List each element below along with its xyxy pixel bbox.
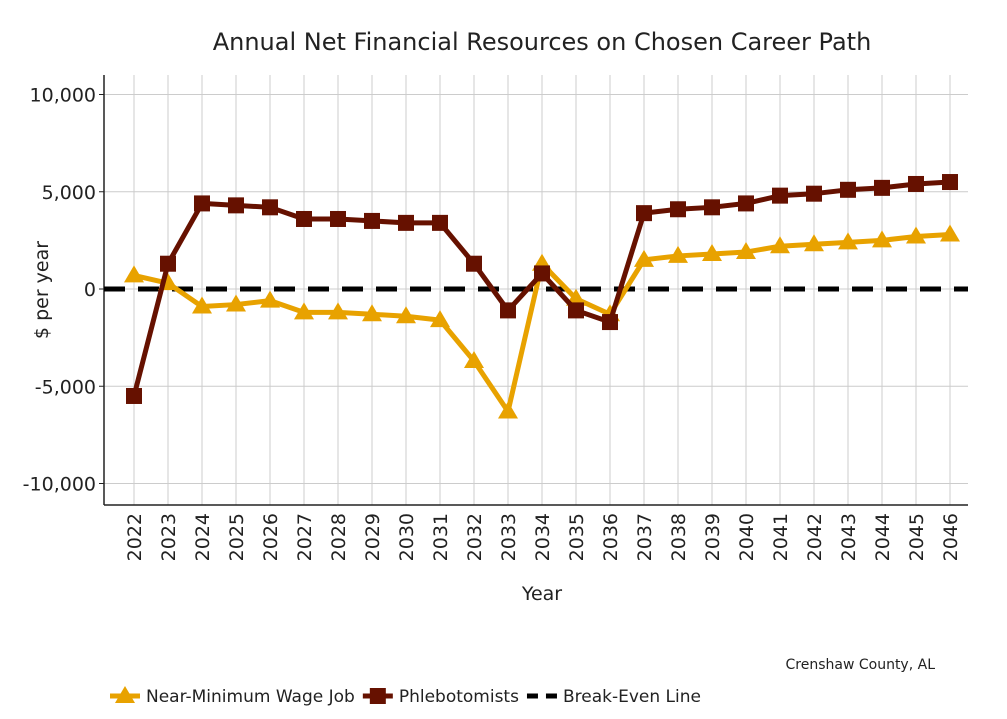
data-point-square xyxy=(398,214,414,231)
legend-label: Break-Even Line xyxy=(563,687,701,707)
data-point-triangle xyxy=(736,242,756,260)
x-tick-label: 2033 xyxy=(498,513,520,561)
x-tick-label: 2042 xyxy=(804,513,826,561)
x-tick-label: 2031 xyxy=(430,513,452,561)
data-point-triangle xyxy=(702,243,722,261)
x-tick-label: 2039 xyxy=(702,513,724,561)
data-point-triangle xyxy=(260,290,280,308)
legend-marker-square xyxy=(369,688,386,704)
y-tick-label: -5,000 xyxy=(35,376,96,398)
data-point-square xyxy=(228,197,244,214)
x-tick-label: 2043 xyxy=(838,513,860,561)
data-point-triangle xyxy=(770,236,790,254)
x-tick-label: 2024 xyxy=(192,513,214,561)
data-point-square xyxy=(942,174,958,191)
x-tick-label: 2030 xyxy=(396,513,418,561)
legend-label: Phlebotomists xyxy=(399,687,519,707)
x-tick-label: 2026 xyxy=(260,513,282,561)
data-point-square xyxy=(602,314,618,331)
data-point-square xyxy=(738,195,754,212)
legend-label: Near-Minimum Wage Job xyxy=(146,687,355,707)
x-tick-label: 2032 xyxy=(464,513,486,561)
data-point-triangle xyxy=(804,234,824,252)
x-tick-label: 2040 xyxy=(736,513,758,561)
data-point-triangle xyxy=(396,306,416,324)
data-point-square xyxy=(806,185,822,202)
data-point-square xyxy=(874,179,890,196)
x-tick-label: 2034 xyxy=(532,513,554,561)
x-tick-label: 2035 xyxy=(566,513,588,561)
y-axis-label: $ per year xyxy=(31,241,53,339)
y-tick-label: -10,000 xyxy=(23,474,96,496)
x-tick-label: 2025 xyxy=(226,513,248,561)
x-tick-label: 2037 xyxy=(634,513,656,561)
data-point-square xyxy=(364,212,380,229)
x-tick-label: 2041 xyxy=(770,513,792,561)
x-tick-label: 2046 xyxy=(940,513,962,561)
data-point-triangle xyxy=(362,304,382,322)
y-tick-label: 0 xyxy=(84,279,96,301)
legend-marker-triangle xyxy=(115,686,135,703)
x-tick-label: 2027 xyxy=(294,513,316,561)
data-point-triangle xyxy=(634,249,654,267)
y-tick-label: 5,000 xyxy=(42,182,96,204)
data-point-square xyxy=(772,187,788,204)
x-tick-label: 2036 xyxy=(600,513,622,561)
data-point-triangle xyxy=(838,232,858,250)
data-point-square xyxy=(466,255,482,272)
data-point-square xyxy=(568,302,584,319)
chart-title: Annual Net Financial Resources on Chosen… xyxy=(213,28,872,56)
x-tick-label: 2044 xyxy=(872,513,894,561)
x-tick-label: 2028 xyxy=(328,513,350,561)
data-point-square xyxy=(670,201,686,218)
y-tick-label: 10,000 xyxy=(30,85,96,107)
data-point-triangle xyxy=(940,224,960,242)
legend: Near-Minimum Wage Job Phlebotomists Break-… xyxy=(110,686,701,707)
x-tick-label: 2045 xyxy=(906,513,928,561)
data-point-square xyxy=(908,175,924,192)
data-point-triangle xyxy=(668,245,688,263)
data-point-square xyxy=(500,302,516,319)
data-point-square xyxy=(704,199,720,216)
data-point-square xyxy=(534,265,550,282)
x-tick-label: 2022 xyxy=(124,513,146,561)
data-point-triangle xyxy=(872,230,892,248)
data-point-square xyxy=(636,205,652,222)
data-point-triangle xyxy=(192,296,212,314)
data-point-square xyxy=(262,199,278,216)
x-tick-label: 2029 xyxy=(362,513,384,561)
x-tick-label: 2023 xyxy=(158,513,180,561)
data-point-square xyxy=(432,214,448,231)
data-point-square xyxy=(330,210,346,227)
data-point-square xyxy=(296,210,312,227)
x-axis-label: Year xyxy=(521,583,562,605)
data-point-square xyxy=(126,387,142,404)
data-point-triangle xyxy=(124,265,144,283)
x-tick-label: 2038 xyxy=(668,513,690,561)
data-point-triangle xyxy=(226,294,246,312)
data-point-triangle xyxy=(294,302,314,320)
data-point-triangle xyxy=(430,310,450,328)
data-point-triangle xyxy=(328,302,348,320)
data-point-triangle xyxy=(906,226,926,244)
data-point-triangle xyxy=(498,401,518,419)
data-point-square xyxy=(160,255,176,272)
data-point-square xyxy=(840,181,856,198)
data-point-triangle xyxy=(464,350,484,368)
data-point-square xyxy=(194,195,210,212)
location-annotation: Crenshaw County, AL xyxy=(786,657,936,673)
